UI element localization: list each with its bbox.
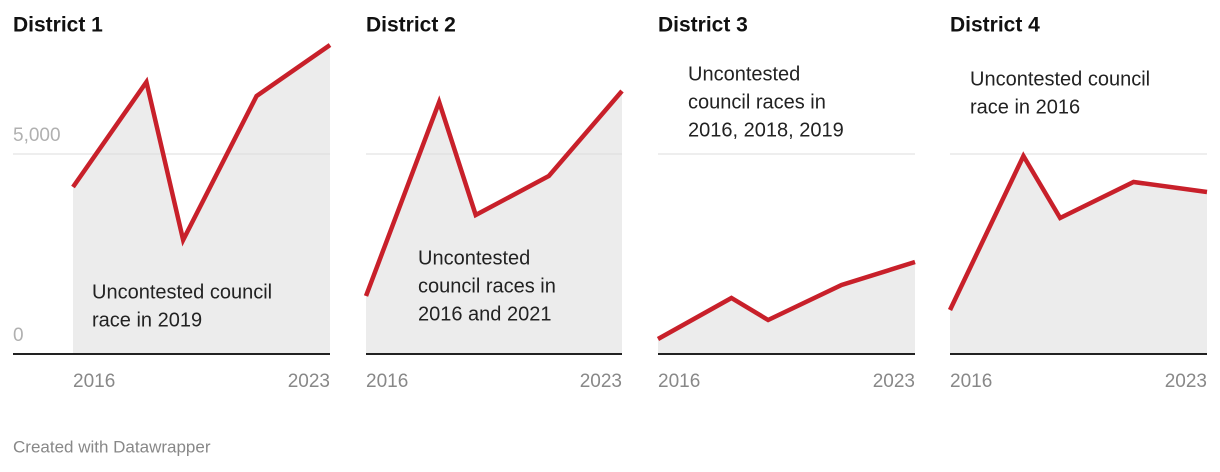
annotation: 2016, 2018, 2019 [688, 119, 844, 141]
annotation: Uncontested council [92, 281, 272, 303]
area [366, 91, 622, 354]
x-tick-label: 2016 [950, 371, 992, 392]
x-tick-label: 2023 [288, 371, 330, 392]
x-tick-label: 2023 [873, 371, 915, 392]
x-tick-label: 2023 [1165, 371, 1207, 392]
line [947, 151, 1208, 311]
area [73, 45, 330, 354]
panel-title: District 2 [366, 14, 456, 37]
annotation: 2016 and 2021 [418, 303, 551, 325]
x-tick-label: 2023 [580, 371, 622, 392]
line [656, 259, 916, 341]
line [71, 43, 332, 247]
footer: Created with Datawrapper [13, 437, 211, 456]
annotation: Uncontested [418, 247, 530, 269]
annotation: race in 2016 [970, 96, 1080, 118]
x-tick-label: 2016 [73, 371, 115, 392]
annotation: council races in [418, 275, 556, 297]
annotation: race in 2019 [92, 309, 202, 331]
x-tick-label: 2016 [366, 371, 408, 392]
panel-title: District 4 [950, 14, 1040, 37]
area [950, 156, 1207, 354]
area [658, 262, 915, 354]
annotation: Uncontested council [970, 68, 1150, 90]
x-tick-label: 2016 [658, 371, 700, 392]
panel-title: District 1 [13, 14, 103, 37]
y-tick-label: 0 [13, 325, 24, 346]
panel-title: District 3 [658, 14, 748, 37]
annotation: council races in [688, 91, 826, 113]
line [363, 89, 624, 297]
annotation: Uncontested [688, 63, 800, 85]
y-tick-label: 5,000 [13, 125, 61, 146]
